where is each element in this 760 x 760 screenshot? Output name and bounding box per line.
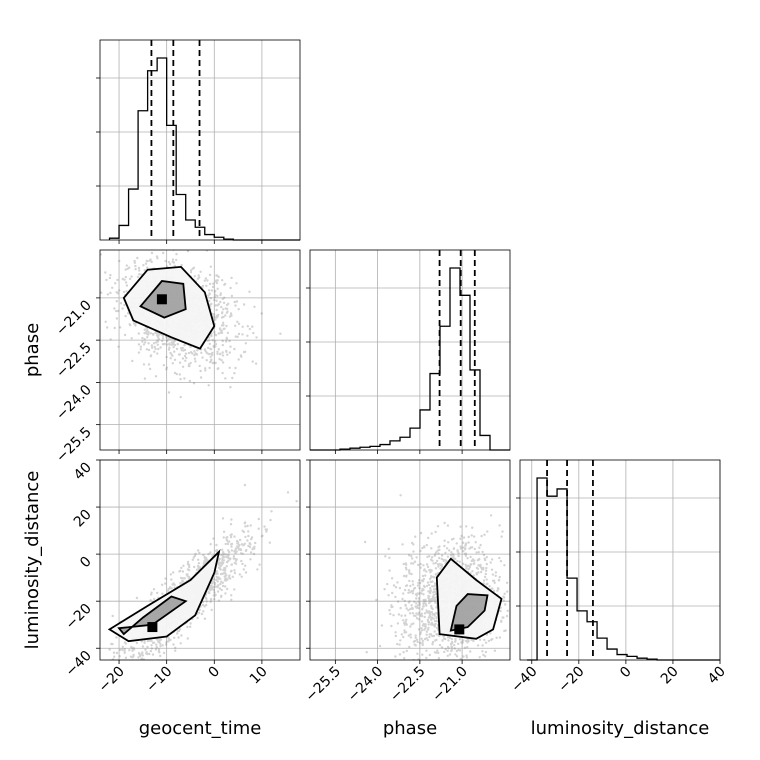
panel-content	[363, 494, 510, 660]
panel-frame	[99, 459, 301, 661]
x-tick-label: −20	[96, 664, 128, 696]
x-axis-label-phase: phase	[383, 718, 437, 739]
density-peak	[147, 622, 158, 633]
panel-content	[100, 250, 282, 399]
panel-frame	[309, 459, 511, 661]
panel-frame	[99, 249, 301, 451]
panel-frame	[519, 459, 721, 661]
x-tick-label: 40	[705, 664, 729, 688]
y-axis-label-phase: phase	[22, 323, 43, 377]
x-tick-label: 0	[205, 664, 223, 682]
y-tick-label: 0	[77, 554, 95, 572]
contour-inner	[449, 593, 489, 632]
hist-panel-geocent_time	[96, 39, 301, 244]
histogram-luminosity_distance	[527, 477, 720, 661]
x-tick-label: −22.5	[387, 664, 429, 706]
x-tick-label: 10	[247, 664, 271, 688]
x-axis-label-luminosity_distance: luminosity_distance	[531, 718, 710, 739]
y-tick-label: −40	[63, 648, 95, 680]
y-tick-label: 40	[71, 460, 95, 484]
contour-outer	[107, 549, 221, 643]
y-tick-label: −21.0	[53, 297, 95, 339]
scatter-panel-geocent_time-phase: −25.5−24.0−22.5−21.0	[53, 249, 301, 466]
y-tick-label: 20	[71, 507, 95, 531]
density-peak	[156, 294, 167, 305]
x-tick-label: −40	[508, 664, 540, 696]
y-axis-label-luminosity_distance: luminosity_distance	[22, 471, 43, 650]
x-tick-label: −20	[555, 664, 587, 696]
contour-inner	[117, 595, 188, 636]
panel-frame	[99, 39, 301, 241]
histogram-phase	[310, 267, 510, 451]
y-tick-label: −24.0	[53, 382, 95, 424]
y-tick-label: −22.5	[53, 340, 95, 382]
x-tick-label: −21.0	[429, 664, 471, 706]
y-tick-label: −20	[63, 601, 95, 633]
x-tick-label: 0	[617, 664, 635, 682]
panel-frame	[309, 249, 511, 451]
x-axis-label-geocent_time: geocent_time	[139, 718, 262, 739]
x-tick-label: −25.5	[303, 664, 345, 706]
hist-panel-phase	[306, 249, 511, 454]
panel-content	[107, 483, 298, 660]
hist-panel-luminosity_distance: −40 −20 0 20 40	[508, 459, 729, 696]
plot-root: −40 −20 0 20 40−25.5−24.0−22.5−21.0−20 −10 0 10…	[22, 39, 729, 739]
scatter-panel-phase-luminosity_distance: −25.5 −24.0 −22.5 −21.0	[303, 459, 511, 706]
histogram-geocent_time	[108, 57, 300, 241]
y-tick-label: −25.5	[53, 424, 95, 466]
contour-outer	[435, 557, 503, 640]
contour-outer	[122, 265, 216, 350]
x-tick-label: 20	[658, 664, 682, 688]
contour-inner	[139, 280, 187, 319]
x-tick-label: −10	[143, 664, 175, 696]
x-tick-label: −24.0	[345, 664, 387, 706]
